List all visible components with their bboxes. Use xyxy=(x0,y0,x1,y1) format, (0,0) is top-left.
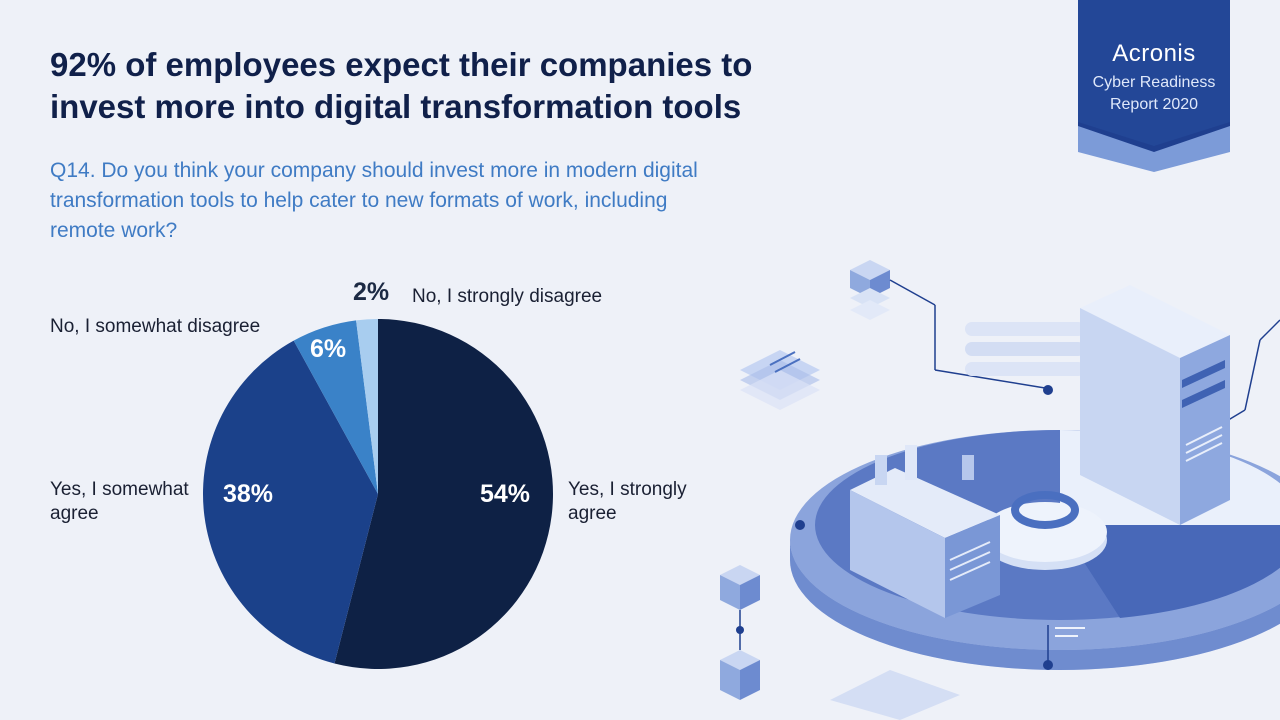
title-line-1: 92% of employees expect their companies … xyxy=(50,46,753,83)
slice-label-somewhat-agree-line-2: agree xyxy=(50,503,99,524)
page-title: 92% of employees expect their companies … xyxy=(50,44,830,128)
pie-slice-no-i-strongly-disagree xyxy=(356,319,378,494)
slice-label-strongly-agree-line-1: Yes, I strongly xyxy=(568,479,687,500)
pie-slice-yes-i-strongly-agree xyxy=(334,319,553,669)
report-badge: Acronis Cyber Readiness Report 2020 xyxy=(1078,0,1230,172)
pie-slice-no-i-somewhat-disagree xyxy=(293,320,378,494)
data-center-illustration xyxy=(720,260,1280,720)
slice-label-strongly-disagree: No, I strongly disagree xyxy=(412,285,602,309)
floating-cube-icon xyxy=(850,260,890,320)
question-line-1: Q14. Do you think your company should in… xyxy=(50,159,698,182)
server-tower-icon xyxy=(1080,285,1230,525)
slice-label-somewhat-disagree: No, I somewhat disagree xyxy=(50,315,260,339)
badge-ribbon xyxy=(1078,0,1230,172)
slice-label-somewhat-agree: Yes, I somewhat agree xyxy=(50,478,189,526)
small-cube-icon xyxy=(720,565,760,700)
slice-percent-strongly-agree: 54% xyxy=(480,480,531,508)
document-stack-icon xyxy=(740,350,820,410)
slice-label-somewhat-agree-line-1: Yes, I somewhat xyxy=(50,479,189,500)
survey-question: Q14. Do you think your company should in… xyxy=(50,156,750,246)
pie-chart: 54% 38% 6% 2% Yes, I strongly agree Yes,… xyxy=(0,270,740,710)
slice-percent-strongly-disagree: 2% xyxy=(353,278,390,306)
pie-slice-yes-i-somewhat-agree xyxy=(203,340,378,664)
question-line-2: transformation tools to help cater to ne… xyxy=(50,189,668,212)
slice-label-strongly-agree-line-2: agree xyxy=(568,503,617,524)
question-line-3: remote work? xyxy=(50,219,178,242)
slice-label-strongly-agree: Yes, I strongly agree xyxy=(568,478,687,526)
pie-chart-svg xyxy=(203,319,553,669)
slice-percent-somewhat-agree: 38% xyxy=(223,480,274,508)
slice-label-somewhat-disagree-line-1: No, I somewhat disagree xyxy=(50,316,261,337)
badge-text: Acronis Cyber Readiness Report 2020 xyxy=(1078,40,1230,116)
slice-percent-somewhat-disagree: 6% xyxy=(310,335,347,363)
acronis-logo: Acronis xyxy=(1112,40,1196,67)
badge-line-1: Cyber Readiness xyxy=(1092,74,1216,91)
slice-label-strongly-disagree-line-1: No, I strongly disagree xyxy=(412,286,603,307)
storage-box-icon xyxy=(850,445,1000,618)
title-line-2: invest more into digital transformation … xyxy=(50,88,742,125)
badge-line-2: Report 2020 xyxy=(1109,96,1199,113)
